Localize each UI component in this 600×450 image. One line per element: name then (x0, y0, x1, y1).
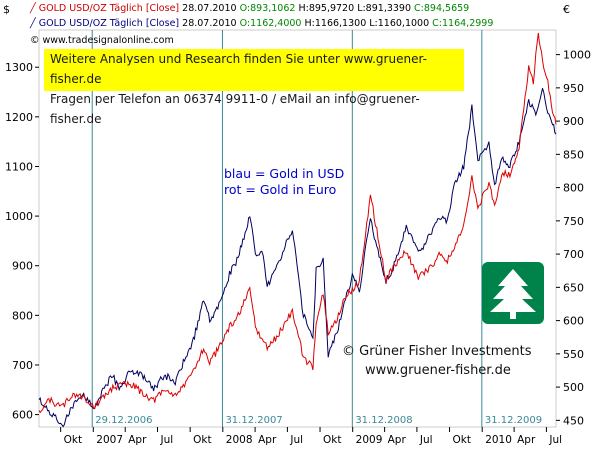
legend-red-high: H:895,9720 (298, 3, 355, 14)
x-tick-label: Okt (64, 434, 82, 446)
x-tick-label: Jul (289, 434, 303, 446)
vline-label: 29.12.2006 (95, 415, 152, 426)
y-right-tick-label: 700 (563, 248, 584, 261)
x-tick-label: Apr (517, 434, 536, 446)
y-right-tick-label: 800 (563, 182, 584, 195)
series-line-usd (38, 88, 557, 428)
legend-red-open: O:893,1062 (239, 3, 296, 14)
x-tick-label: Apr (258, 434, 277, 446)
x-tick-label: Okt (453, 434, 471, 446)
x-tick-label: Okt (193, 434, 211, 446)
y-left-tick-label: 1300 (5, 61, 33, 74)
copyright-line-1: © Grüner Fisher Investments (342, 344, 532, 359)
y-left-tick-label: 1200 (5, 111, 33, 124)
y-right-tick-label: 500 (563, 381, 584, 394)
plot-area (38, 29, 557, 428)
legend-blue-open: O:1162,4000 (239, 18, 302, 29)
annotation-eur: rot = Gold in Euro (224, 182, 337, 197)
legend-blue-low: L:1160,1000 (369, 18, 430, 29)
tree-logo-icon (482, 262, 544, 324)
legend-red: ╱ GOLD USD/OZ Täglich [Close] 28.07.2010… (30, 3, 469, 14)
y-right-tick-label: 950 (563, 82, 584, 95)
y-left-tick-label: 700 (12, 359, 33, 372)
legend-blue: ╱ GOLD USD/OZ Täglich [Close] 28.07.2010… (30, 18, 493, 29)
legend-red-date: 28.07.2010 (182, 3, 237, 14)
banner-line-1: Weitere Analysen und Research finden Sie… (50, 52, 427, 86)
banner-line-2: Fragen per Telefon an 06374 9911-0 / eMa… (50, 92, 420, 126)
y-left-tick-label: 1000 (5, 210, 33, 223)
vline-label: 31.12.2008 (355, 415, 412, 426)
y-right-tick-label: 650 (563, 281, 584, 294)
x-tick-label: Jul (160, 434, 174, 446)
x-tick-label: Jul (548, 434, 562, 446)
y-right-tick-label: 1000 (563, 49, 591, 62)
legend-blue-high: H:1166,1300 (304, 18, 367, 29)
y-right-tick-label: 750 (563, 215, 584, 228)
x-tick-label: Jul (419, 434, 433, 446)
legend-blue-date: 28.07.2010 (182, 18, 237, 29)
vline-label: 31.12.2009 (485, 415, 542, 426)
y-left-tick-label: 600 (12, 409, 33, 422)
x-tick-label: 2008 (226, 434, 253, 446)
line-icon: ╱ (30, 18, 36, 29)
x-tick-label: 2010 (485, 434, 512, 446)
line-icon: ╱ (30, 3, 36, 14)
left-axis-currency: $ (3, 3, 10, 16)
legend-blue-close: C:1164,2999 (432, 18, 494, 29)
copyright-line-2: www.gruener-fisher.de (365, 363, 511, 378)
series-line-eur (38, 32, 557, 414)
x-tick-label: Okt (323, 434, 341, 446)
x-tick-label: 2009 (356, 434, 383, 446)
source-credit: © www.tradesignalonline.com (30, 35, 174, 46)
y-left-tick-label: 900 (12, 260, 33, 273)
info-banner: Weitere Analysen und Research finden Sie… (44, 49, 464, 126)
y-right-tick-label: 600 (563, 315, 584, 328)
y-right-tick-label: 550 (563, 348, 584, 361)
right-axis-currency: € (563, 3, 570, 16)
vline-label: 31.12.2007 (225, 415, 282, 426)
annotation-usd: blau = Gold in USD (224, 166, 345, 181)
y-right-tick-label: 850 (563, 148, 584, 161)
y-right-tick-label: 900 (563, 115, 584, 128)
y-left-tick-label: 800 (12, 309, 33, 322)
legend-red-low: L:891,3390 (357, 3, 412, 14)
x-tick-label: Apr (128, 434, 147, 446)
legend-red-name: GOLD USD/OZ Täglich [Close] (38, 3, 180, 14)
y-right-tick-label: 450 (563, 414, 584, 427)
legend-red-close: C:894,5659 (414, 3, 470, 14)
y-left-tick-label: 1100 (5, 160, 33, 173)
x-tick-label: 2007 (96, 434, 123, 446)
legend-blue-name: GOLD USD/OZ Täglich [Close] (38, 18, 180, 29)
x-tick-label: Apr (388, 434, 407, 446)
